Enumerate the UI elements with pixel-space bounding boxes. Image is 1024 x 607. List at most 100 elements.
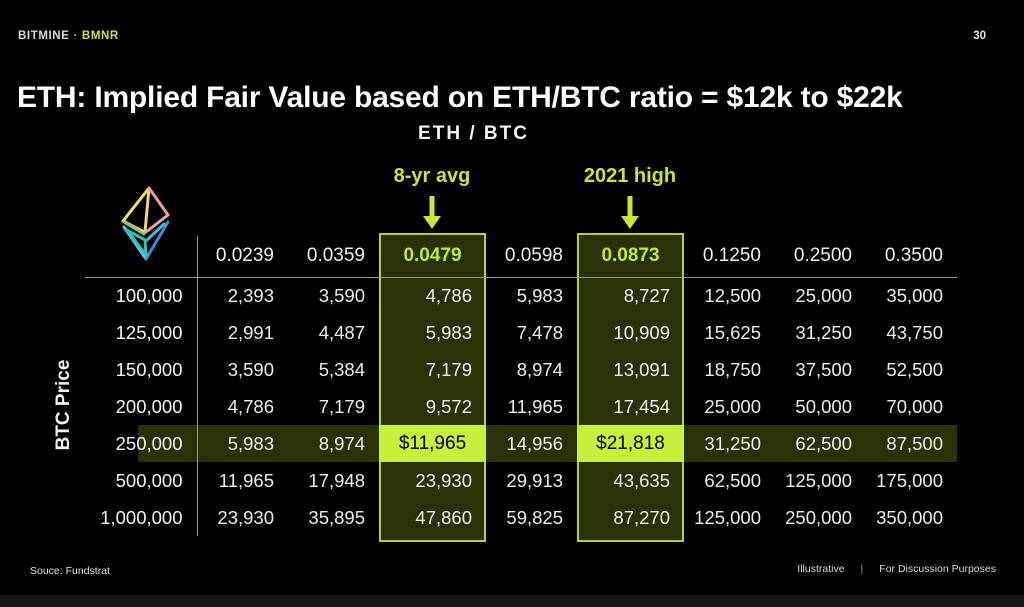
fair-value-table: 0.0239 0.0359 0.0479 0.0598 0.0873 0.1250 0.25… [85, 236, 957, 536]
column-header-0.1250: 0.1250 [684, 236, 775, 278]
table-cell: 175,000 [876, 469, 943, 491]
table-cell: 87,270 [613, 506, 670, 528]
row-label-cell: 500,000 [115, 469, 183, 491]
row-label-cell: 250,000 [115, 432, 183, 454]
table-row-250,000: 250,000 5,983 8,974 $11,965 14,956 $21,818 31,… [85, 425, 957, 462]
table-cell: 5,384 [318, 358, 365, 380]
table-cell: 59,825 [506, 506, 563, 528]
table-row-125,000: 125,000 2,991 4,487 5,983 7,478 10,909 15,625 3… [85, 314, 957, 351]
disclaimer-purposes: For Discussion Purposes [879, 563, 996, 575]
page-number: 30 [973, 30, 986, 42]
table-cell: 17,948 [308, 469, 365, 491]
highlight-column-box-8yr-avg [379, 233, 486, 542]
table-subtitle: ETH / BTC [418, 123, 529, 144]
table-cell: 35,895 [308, 506, 365, 528]
table-cell: 11,965 [196, 462, 288, 499]
row-label-cell: 150,000 [115, 358, 183, 380]
annotation-8yr-avg: 8-yr avg [393, 165, 471, 187]
table-cell: 31,250 [795, 321, 852, 343]
column-header-0.0239: 0.0239 [196, 236, 288, 278]
column-header-0.0479: 0.0479 [379, 236, 486, 278]
disclaimer: Illustrative | For Discussion Purposes [797, 563, 996, 575]
table-cell: 3,590 [318, 284, 365, 306]
table-cell: 52,500 [886, 358, 943, 380]
column-header-0.2500: 0.2500 [775, 236, 866, 278]
table-cell: 11,965 [507, 395, 563, 417]
down-arrow-icon [423, 196, 441, 229]
table-cell: 37,500 [795, 358, 852, 380]
table-row-200,000: 200,000 4,786 7,179 9,572 11,965 17,454 25,000… [85, 388, 957, 425]
table-cell: 5,983 [425, 321, 472, 343]
table-cell: 47,860 [415, 506, 472, 528]
row-label-cell: 125,000 [115, 321, 183, 343]
table-cell: 2,393 [196, 277, 288, 314]
table-cell: 62,500 [704, 469, 761, 491]
brand-ticker: BMNR [81, 30, 119, 42]
table-cell: 25,000 [704, 395, 761, 417]
disclaimer-illustrative: Illustrative [797, 563, 845, 575]
table-cell: 23,930 [196, 499, 288, 536]
table-cell: 3,590 [196, 351, 288, 388]
row-label-cell: 200,000 [115, 395, 183, 417]
table-cell: 29,913 [506, 469, 563, 491]
table-cell: 7,478 [516, 321, 563, 343]
key-value-cell: $11,965 [379, 425, 486, 462]
table-cell: 4,786 [425, 284, 472, 306]
table-cell: 14,956 [506, 432, 563, 454]
table-cell: 7,179 [425, 358, 472, 380]
corner-cell [85, 236, 197, 278]
table-cell: 13,091 [613, 358, 670, 380]
table-cell: 70,000 [886, 395, 943, 417]
row-label-cell: 100,000 [115, 284, 183, 306]
table-cell: 4,786 [196, 388, 288, 425]
table-cell: 23,930 [415, 469, 472, 491]
table-cell: 2,991 [196, 314, 288, 351]
table-cell: 350,000 [876, 506, 943, 528]
table-cell: 4,487 [318, 321, 365, 343]
row-axis-label: BTC Price [53, 359, 74, 451]
brand-name: BITMINE [18, 30, 70, 42]
bottom-strip [0, 595, 1024, 607]
highlight-column-box-2021-high [577, 233, 684, 542]
table-row-1,000,000: 1,000,000 23,930 35,895 47,860 59,825 87,270 1… [85, 499, 957, 536]
table-cell: 12,500 [704, 284, 761, 306]
table-cell: 7,179 [318, 395, 365, 417]
table-cell: 17,454 [613, 395, 670, 417]
table-cell: 125,000 [694, 506, 761, 528]
table-row-500,000: 500,000 11,965 17,948 23,930 29,913 43,635 62,… [85, 462, 957, 499]
row-label-cell: 1,000,000 [100, 506, 183, 528]
table-cell: 125,000 [785, 469, 852, 491]
column-header-0.0598: 0.0598 [486, 236, 577, 278]
annotation-2021-high: 2021 high [583, 165, 677, 187]
table-cell: 250,000 [785, 506, 852, 528]
page-title: ETH: Implied Fair Value based on ETH/BTC… [17, 81, 903, 114]
table-cell: 35,000 [886, 284, 943, 306]
table-row-100,000: 100,000 2,393 3,590 4,786 5,983 8,727 12,500 25… [85, 277, 957, 314]
key-value-cell: $21,818 [577, 425, 684, 462]
table-cell: 50,000 [795, 395, 852, 417]
table-cell: 43,750 [886, 321, 943, 343]
disclaimer-divider: | [860, 563, 864, 575]
down-arrow-icon [621, 196, 639, 229]
table-cell: 10,909 [613, 321, 670, 343]
table-cell: 43,635 [613, 469, 670, 491]
table-cell: 8,974 [516, 358, 563, 380]
table-row-150,000: 150,000 3,590 5,384 7,179 8,974 13,091 18,750 3… [85, 351, 957, 388]
column-header-0.0873: 0.0873 [577, 236, 684, 278]
table-cell: 18,750 [704, 358, 761, 380]
brand-separator: · [73, 30, 78, 42]
table-cell: 87,500 [886, 432, 943, 454]
table-cell: 9,572 [425, 395, 472, 417]
table-cell: 62,500 [795, 432, 852, 454]
column-header-0.0359: 0.0359 [288, 236, 379, 278]
column-header-0.3500: 0.3500 [866, 236, 957, 278]
table-cell: 25,000 [795, 284, 852, 306]
table-cell: 5,983 [516, 284, 563, 306]
table-cell: 5,983 [196, 425, 288, 462]
fair-value-table-wrap: 0.0239 0.0359 0.0479 0.0598 0.0873 0.1250 0.25… [85, 233, 957, 542]
table-cell: 15,625 [704, 321, 761, 343]
table-cell: 8,727 [623, 284, 670, 306]
brand: BITMINE · BMNR [18, 30, 119, 42]
source-note: Souce: Fundstrat [30, 565, 110, 577]
